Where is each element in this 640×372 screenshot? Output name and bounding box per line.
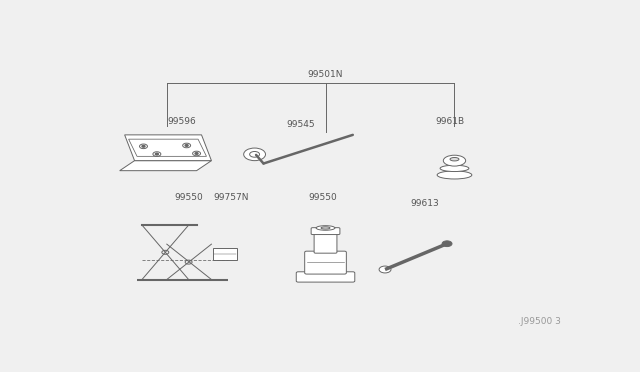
Ellipse shape: [321, 227, 330, 229]
FancyBboxPatch shape: [305, 251, 346, 274]
Text: .J99500 3: .J99500 3: [518, 317, 561, 326]
Circle shape: [142, 145, 145, 147]
Ellipse shape: [437, 171, 472, 179]
Ellipse shape: [440, 165, 469, 171]
Circle shape: [379, 266, 391, 273]
Circle shape: [442, 241, 452, 247]
Text: 99545: 99545: [287, 121, 315, 129]
FancyBboxPatch shape: [296, 272, 355, 282]
Polygon shape: [125, 135, 211, 161]
Ellipse shape: [450, 157, 459, 161]
FancyBboxPatch shape: [314, 233, 337, 253]
Polygon shape: [120, 161, 211, 171]
Text: 99550: 99550: [175, 193, 204, 202]
Circle shape: [156, 153, 158, 155]
Ellipse shape: [444, 155, 466, 166]
Text: 99550: 99550: [308, 193, 337, 202]
Polygon shape: [129, 139, 207, 156]
Circle shape: [195, 153, 198, 154]
FancyBboxPatch shape: [213, 248, 237, 260]
Text: 9961B: 9961B: [435, 118, 464, 126]
Text: 99757N: 99757N: [214, 193, 249, 202]
Text: 99501N: 99501N: [308, 70, 343, 79]
Circle shape: [250, 151, 260, 157]
FancyBboxPatch shape: [311, 228, 340, 235]
Circle shape: [185, 145, 188, 146]
Text: 99596: 99596: [167, 118, 196, 126]
Ellipse shape: [316, 226, 335, 230]
Circle shape: [244, 148, 266, 161]
Text: 99613: 99613: [410, 199, 439, 208]
